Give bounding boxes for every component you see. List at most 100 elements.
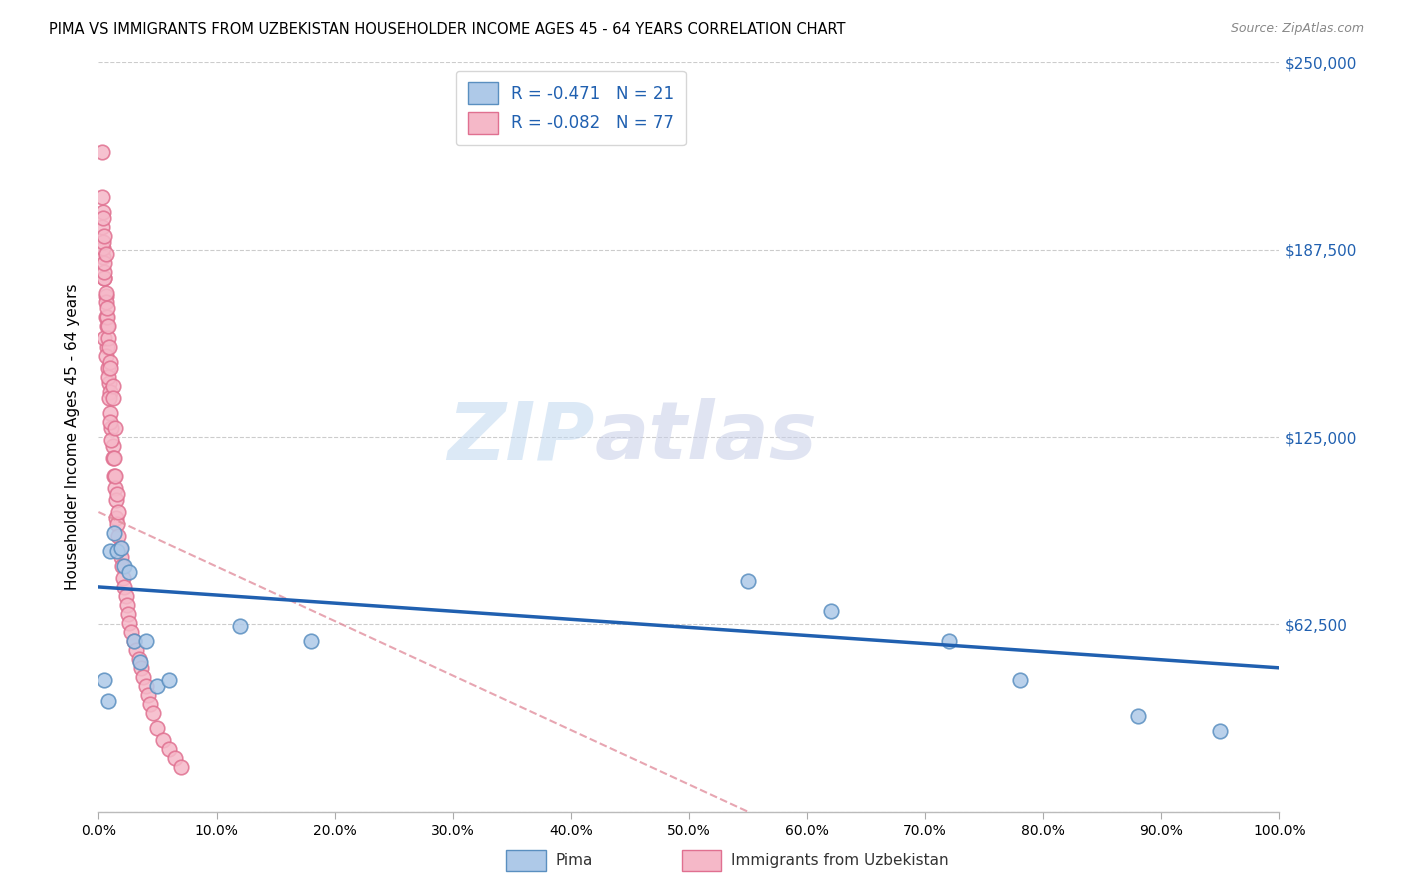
Point	[110, 549, 132, 564]
Point	[101, 379, 124, 393]
Point	[94, 247, 117, 261]
Point	[100, 421, 122, 435]
Point	[97, 331, 120, 345]
Point	[110, 541, 132, 555]
Point	[152, 732, 174, 747]
Point	[118, 615, 141, 630]
Point	[112, 558, 135, 573]
Point	[93, 229, 115, 244]
Point	[105, 511, 128, 525]
Point	[820, 604, 842, 618]
Point	[107, 505, 129, 519]
Point	[101, 451, 124, 466]
Point	[104, 481, 127, 495]
Point	[146, 679, 169, 693]
Point	[98, 355, 121, 369]
Point	[146, 721, 169, 735]
Point	[96, 340, 118, 354]
Point	[101, 439, 124, 453]
Point	[93, 331, 115, 345]
Point	[93, 673, 115, 687]
Point	[94, 310, 117, 325]
Point	[122, 633, 145, 648]
Point	[132, 670, 155, 684]
Point	[105, 516, 128, 531]
Point	[128, 655, 150, 669]
Point	[98, 361, 121, 376]
Point	[128, 652, 150, 666]
Point	[93, 265, 115, 279]
Point	[98, 340, 121, 354]
Point	[98, 376, 121, 391]
Text: PIMA VS IMMIGRANTS FROM UZBEKISTAN HOUSEHOLDER INCOME AGES 45 - 64 YEARS CORRELA: PIMA VS IMMIGRANTS FROM UZBEKISTAN HOUSE…	[49, 22, 846, 37]
Text: Immigrants from Uzbekistan: Immigrants from Uzbekistan	[731, 854, 949, 868]
Point	[121, 624, 143, 639]
Point	[94, 349, 117, 363]
Point	[118, 565, 141, 579]
Point	[105, 544, 128, 558]
Point	[101, 391, 124, 405]
Point	[94, 295, 117, 310]
Point	[91, 235, 114, 250]
Point	[91, 211, 114, 226]
Point	[142, 706, 165, 720]
Point	[93, 271, 115, 285]
Point	[91, 145, 114, 160]
Point	[135, 679, 157, 693]
Point	[170, 760, 193, 774]
Point	[117, 607, 139, 621]
Text: ZIP: ZIP	[447, 398, 595, 476]
Point	[98, 406, 121, 420]
Point	[98, 544, 121, 558]
Point	[938, 633, 960, 648]
Point	[103, 526, 125, 541]
Point	[1008, 673, 1031, 687]
Point	[139, 697, 162, 711]
Point	[91, 241, 114, 255]
Point	[97, 694, 120, 708]
Point	[112, 571, 135, 585]
Point	[135, 633, 157, 648]
Point	[91, 220, 114, 235]
Point	[91, 205, 114, 219]
Point	[299, 633, 322, 648]
Text: Pima: Pima	[555, 854, 593, 868]
Point	[1209, 723, 1232, 738]
Point	[111, 558, 134, 573]
Point	[112, 580, 135, 594]
Point	[157, 741, 180, 756]
Point	[97, 319, 120, 334]
Point	[104, 469, 127, 483]
Point	[105, 487, 128, 501]
Point	[108, 541, 131, 555]
Point	[91, 190, 114, 204]
Point	[103, 469, 125, 483]
Point	[105, 493, 128, 508]
Point	[96, 301, 118, 316]
Point	[157, 673, 180, 687]
Point	[98, 385, 121, 400]
Point	[114, 589, 136, 603]
Text: atlas: atlas	[595, 398, 817, 476]
Point	[229, 619, 252, 633]
Point	[129, 661, 152, 675]
Legend: R = -0.471   N = 21, R = -0.082   N = 77: R = -0.471 N = 21, R = -0.082 N = 77	[456, 70, 686, 145]
Point	[93, 271, 115, 285]
Point	[97, 361, 120, 376]
Point	[94, 286, 117, 301]
Text: Source: ZipAtlas.com: Source: ZipAtlas.com	[1230, 22, 1364, 36]
Point	[94, 289, 117, 303]
Point	[122, 633, 145, 648]
Point	[93, 256, 115, 270]
Point	[96, 310, 118, 325]
Point	[107, 529, 129, 543]
Point	[737, 574, 759, 588]
Y-axis label: Householder Income Ages 45 - 64 years: Householder Income Ages 45 - 64 years	[65, 284, 80, 591]
Point	[100, 433, 122, 447]
Point	[115, 598, 138, 612]
Point	[98, 391, 121, 405]
Point	[97, 370, 120, 384]
Point	[165, 751, 187, 765]
Point	[136, 688, 159, 702]
Point	[98, 415, 121, 429]
